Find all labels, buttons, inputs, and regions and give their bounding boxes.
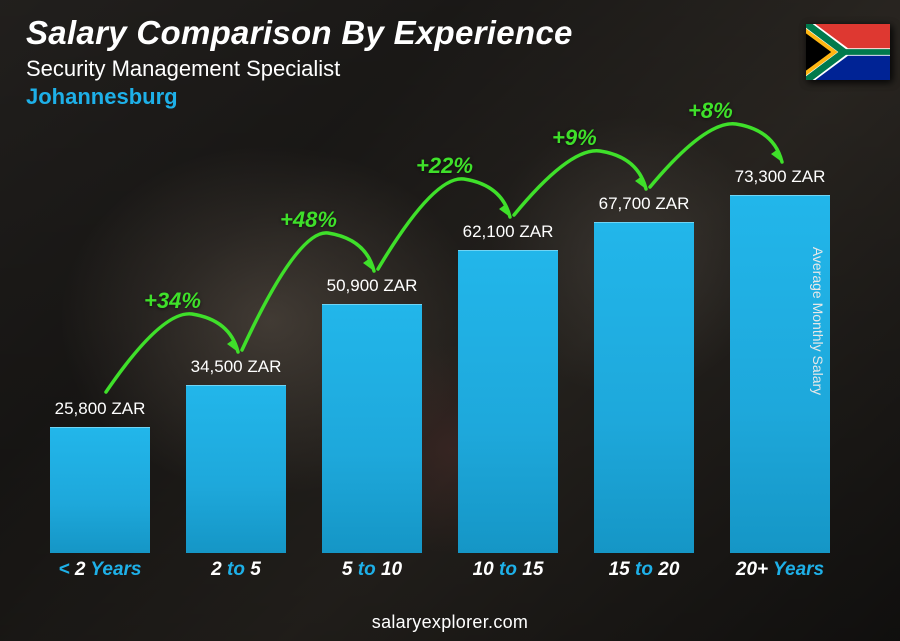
footer-attribution: salaryexplorer.com: [0, 612, 900, 633]
y-axis-label: Average Monthly Salary: [810, 246, 826, 394]
chart-header: Salary Comparison By Experience Security…: [26, 14, 874, 110]
bar-chart: 25,800 ZAR< 2 Years34,500 ZAR2 to 550,90…: [32, 100, 850, 581]
chart-subtitle: Security Management Specialist: [26, 56, 874, 82]
increase-arc-icon: [32, 100, 900, 581]
south-africa-flag-icon: [806, 24, 890, 80]
chart-title: Salary Comparison By Experience: [26, 14, 874, 52]
increase-pct-label: +8%: [688, 98, 733, 124]
